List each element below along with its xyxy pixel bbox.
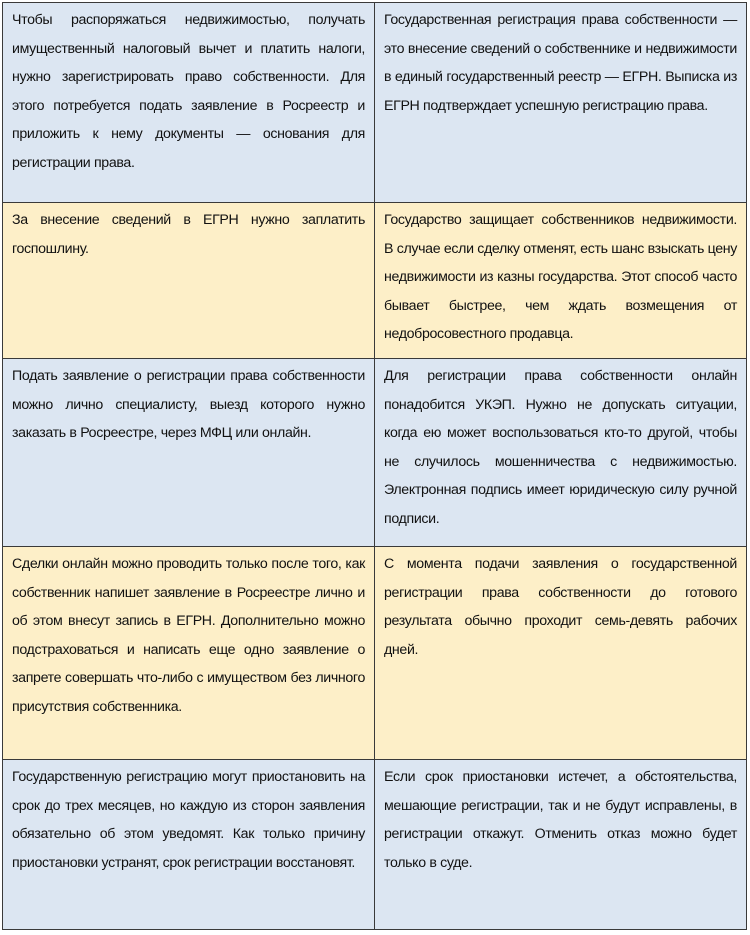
table-row: Сделки онлайн можно проводить только пос… [2,546,747,760]
table-cell-right: Государство защищает собственников недви… [374,202,747,359]
table-cell-left: Государственную регистрацию могут приост… [2,759,375,930]
table-cell-right: С момента подачи заявления о государстве… [374,546,747,760]
table-row: Чтобы распоряжаться недвижимостью, получ… [2,2,747,203]
table-cell-right: Если срок приостановки истечет, а обстоя… [374,759,747,930]
table-cell-left: Подать заявление о регистрации права соб… [2,358,375,547]
table-cell-left: Чтобы распоряжаться недвижимостью, получ… [2,2,375,203]
table-cell-left: Сделки онлайн можно проводить только пос… [2,546,375,760]
table-row: Государственную регистрацию могут приост… [2,759,747,930]
table-cell-right: Государственная регистрация права собств… [374,2,747,203]
table-row: Подать заявление о регистрации права соб… [2,358,747,547]
table-row: За внесение сведений в ЕГРН нужно заплат… [2,202,747,359]
table-cell-right: Для регистрации права собственности онла… [374,358,747,547]
table-cell-left: За внесение сведений в ЕГРН нужно заплат… [2,202,375,359]
